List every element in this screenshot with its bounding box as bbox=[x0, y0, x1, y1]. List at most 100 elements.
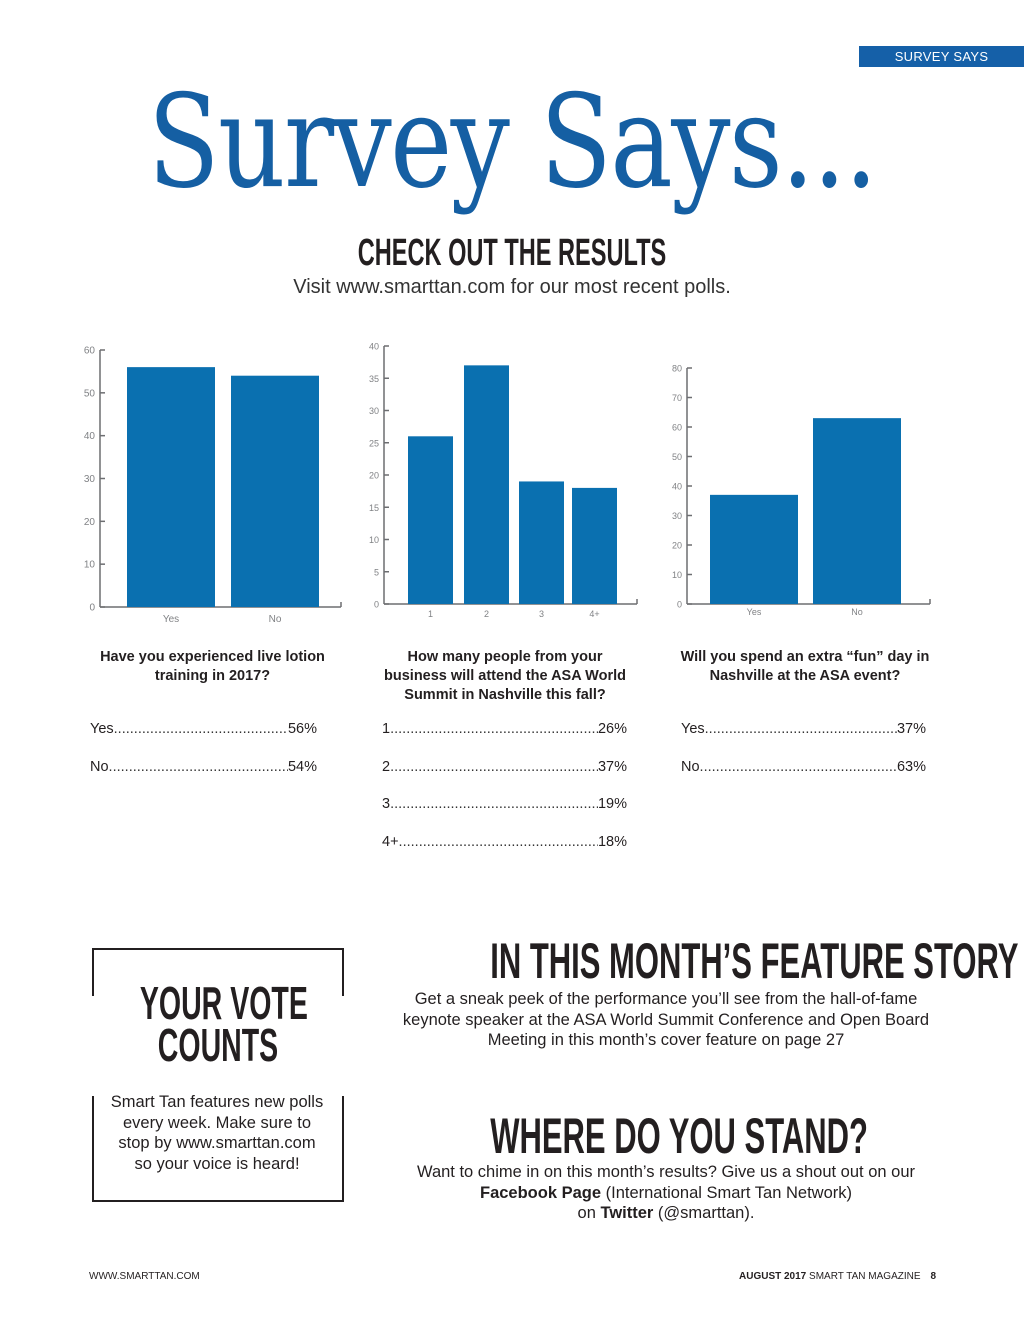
y-tick-label: 10 bbox=[672, 570, 682, 580]
result-row: Yes 37% bbox=[681, 721, 926, 737]
question-line: How many people from your bbox=[407, 649, 603, 665]
result-pct: 56% bbox=[287, 721, 317, 737]
feature-line: Meeting in this month’s cover feature on… bbox=[487, 1031, 845, 1049]
result-pct: 37% bbox=[597, 759, 627, 775]
question-line: training in 2017? bbox=[154, 668, 271, 684]
result-label: 4+ bbox=[382, 834, 399, 850]
result-row: 4+ 18% bbox=[382, 834, 627, 850]
result-pct: 26% bbox=[597, 721, 627, 737]
y-tick-label: 30 bbox=[369, 406, 379, 416]
vote-text-line: stop by www.smarttan.com bbox=[118, 1134, 316, 1152]
y-tick-label: 15 bbox=[369, 503, 379, 513]
vote-text-line: every week. Make sure to bbox=[123, 1113, 311, 1132]
y-tick-label: 40 bbox=[369, 342, 379, 352]
y-tick-label: 50 bbox=[84, 388, 96, 399]
y-tick-label: 35 bbox=[369, 374, 379, 384]
page-number: 8 bbox=[930, 1271, 937, 1282]
y-tick-label: 40 bbox=[672, 482, 682, 492]
y-tick-label: 60 bbox=[672, 423, 682, 433]
footer-website: WWW.SMARTTAN.COM bbox=[89, 1271, 200, 1282]
stand-text-span: (@smarttan). bbox=[653, 1204, 755, 1222]
section-tag: SURVEY SAYS bbox=[859, 46, 1024, 67]
y-tick-label: 50 bbox=[672, 452, 682, 462]
feature-line: Get a sneak peek of the performance you’… bbox=[414, 990, 918, 1008]
y-tick-label: 0 bbox=[89, 603, 95, 614]
stand-line: Want to chime in on this month’s results… bbox=[416, 1163, 915, 1181]
charts: 0 10 20 30 40 50 60 Yes No 0 5 10 15 20 25 30 35 40 1 2 3 4+ 0… bbox=[84, 342, 931, 625]
x-tick-label: No bbox=[851, 607, 863, 617]
stand-heading: WHERE DO YOU STAND? bbox=[490, 1108, 868, 1164]
result-label: 3 bbox=[382, 796, 391, 812]
subtitle: CHECK OUT THE RESULTS bbox=[357, 232, 667, 274]
footer-magazine: SMART TAN MAGAZINE bbox=[806, 1271, 921, 1282]
result-row: 3 19% bbox=[382, 796, 627, 812]
result-row: 2 37% bbox=[382, 759, 627, 775]
result-label: Yes bbox=[681, 721, 705, 737]
result-row: No 63% bbox=[681, 759, 926, 775]
stand-text: Want to chime in on this month’s results… bbox=[392, 1162, 940, 1224]
y-tick-label: 20 bbox=[84, 517, 96, 528]
twitter-link[interactable]: Twitter bbox=[600, 1204, 654, 1222]
question-line: business will attend the ASA World bbox=[384, 668, 626, 684]
result-row: Yes 56% bbox=[90, 721, 317, 737]
bar bbox=[710, 494, 798, 604]
x-tick-label: Yes bbox=[747, 607, 762, 617]
y-tick-label: 20 bbox=[672, 541, 682, 551]
page-title: Survey Says... bbox=[147, 68, 878, 217]
vote-text-line: so your voice is heard! bbox=[134, 1154, 300, 1173]
bar bbox=[127, 367, 215, 607]
bar bbox=[519, 481, 564, 604]
y-tick-label: 30 bbox=[84, 474, 96, 485]
result-pct: 37% bbox=[896, 721, 926, 737]
x-tick-label: 1 bbox=[428, 609, 433, 619]
y-tick-label: 80 bbox=[672, 364, 682, 374]
poll-question-1: Have you experienced live lotion trainin… bbox=[80, 648, 345, 686]
vote-box-border bbox=[90, 948, 346, 1202]
bar bbox=[408, 436, 453, 604]
question-line: Summit in Nashville this fall? bbox=[404, 687, 606, 703]
result-label: No bbox=[90, 759, 109, 775]
poll-question-2: How many people from your business will … bbox=[370, 648, 640, 705]
result-label: 1 bbox=[382, 721, 391, 737]
y-tick-label: 0 bbox=[374, 600, 379, 610]
x-tick-label: Yes bbox=[163, 614, 179, 625]
facebook-link[interactable]: Facebook Page bbox=[479, 1183, 602, 1202]
result-row: No 54% bbox=[90, 759, 317, 775]
vote-text-line: Smart Tan features new polls bbox=[110, 1093, 324, 1111]
stand-text-span: (International Smart Tan Network) bbox=[601, 1183, 852, 1202]
y-tick-label: 0 bbox=[677, 600, 682, 610]
result-pct: 54% bbox=[287, 759, 317, 775]
y-tick-label: 10 bbox=[84, 560, 96, 571]
result-row: 1 26% bbox=[382, 721, 627, 737]
vote-title-line: COUNTS bbox=[157, 1019, 279, 1071]
vote-text: Smart Tan features new polls every week.… bbox=[96, 1090, 338, 1176]
poll-question-3: Will you spend an extra “fun” day in Nas… bbox=[670, 648, 940, 686]
result-label: Yes bbox=[90, 721, 114, 737]
feature-line: keynote speaker at the ASA World Summit … bbox=[402, 1010, 930, 1029]
footer-date: AUGUST 2017 bbox=[739, 1271, 807, 1282]
feature-text: Get a sneak peek of the performance you’… bbox=[392, 989, 940, 1051]
result-pct: 19% bbox=[597, 796, 627, 812]
y-tick-label: 40 bbox=[84, 431, 96, 442]
vote-title-line: YOUR VOTE bbox=[139, 977, 308, 1029]
feature-heading: IN THIS MONTH’S FEATURE STORY bbox=[490, 933, 1019, 989]
y-tick-label: 20 bbox=[369, 471, 379, 481]
visit-text: Visit www.smarttan.com for our most rece… bbox=[293, 276, 731, 298]
x-tick-label: 3 bbox=[539, 609, 544, 619]
result-pct: 63% bbox=[896, 759, 926, 775]
result-pct: 18% bbox=[597, 834, 627, 850]
x-tick-label: No bbox=[269, 614, 282, 625]
y-tick-label: 10 bbox=[369, 535, 379, 545]
x-tick-label: 2 bbox=[484, 609, 489, 619]
vote-title: YOUR VOTE COUNTS bbox=[139, 977, 308, 1071]
stand-text-span: on bbox=[577, 1204, 601, 1222]
footer-issue: AUGUST 2017 SMART TAN MAGAZINE 8 bbox=[739, 1271, 936, 1282]
bar bbox=[813, 418, 901, 604]
question-line: Nashville at the ASA event? bbox=[709, 668, 901, 684]
bar bbox=[231, 375, 319, 607]
result-label: 2 bbox=[382, 759, 391, 775]
question-line: Have you experienced live lotion bbox=[100, 649, 325, 665]
bar bbox=[464, 365, 509, 604]
y-tick-label: 30 bbox=[672, 511, 682, 521]
